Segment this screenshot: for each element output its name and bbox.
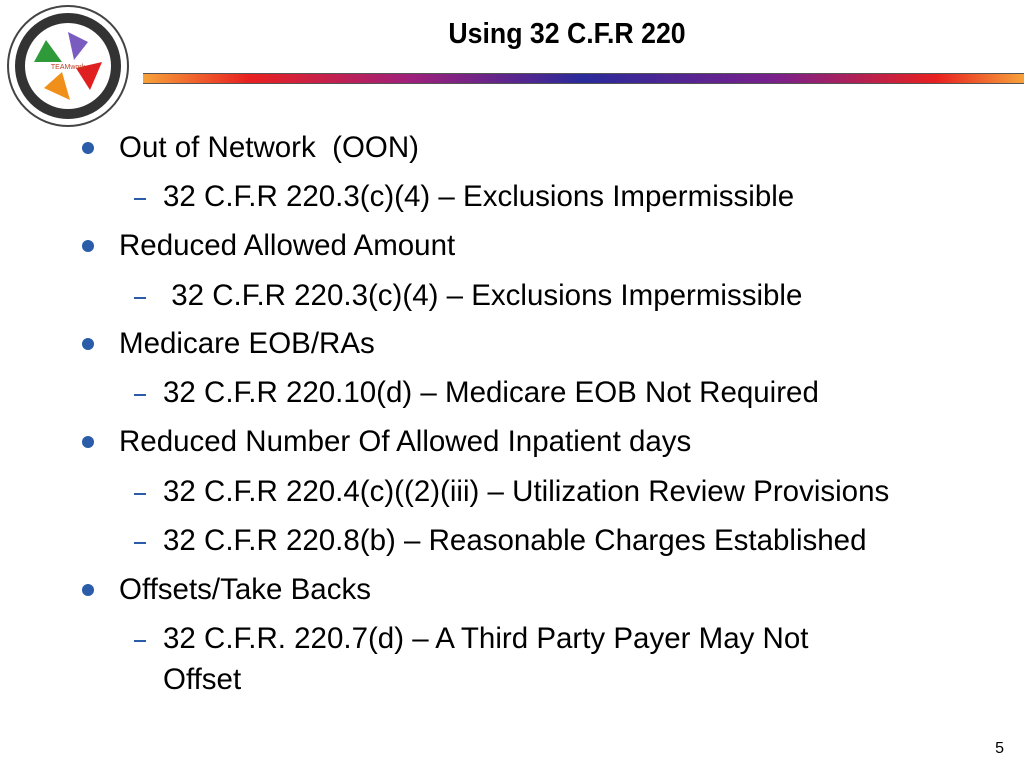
bullet-item: Offsets/Take Backs (119, 573, 371, 606)
bullet-icon (82, 584, 94, 596)
sub-bullet-item: Offset (163, 663, 242, 696)
dash-bullet-icon (134, 198, 146, 200)
bullet-item: Reduced Allowed Amount (119, 229, 456, 262)
conference-logo: TEAMwork (7, 5, 129, 127)
sub-bullet-item: 32 C.F.R. 220.7(d) – A Third Party Payer… (163, 622, 809, 655)
bullet-item: Out of Network (OON) (119, 131, 419, 164)
bullet-item: Medicare EOB/RAs (119, 327, 375, 360)
dash-bullet-icon (134, 542, 146, 544)
title-divider-bar (143, 73, 1024, 84)
dash-bullet-icon (134, 493, 146, 495)
sub-bullet-item: 32 C.F.R 220.10(d) – Medicare EOB Not Re… (163, 376, 819, 409)
bullet-item: Reduced Number Of Allowed Inpatient days (119, 425, 692, 458)
slide-title: Using 32 C.F.R 220 (448, 18, 686, 50)
bullet-icon (82, 338, 94, 350)
dash-bullet-icon (134, 640, 146, 642)
svg-text:TEAMwork: TEAMwork (51, 64, 86, 71)
bullet-icon (82, 142, 94, 154)
sub-bullet-item: 32 C.F.R 220.4(c)((2)(iii) – Utilization… (163, 475, 890, 508)
dash-bullet-icon (134, 297, 146, 299)
dash-bullet-icon (134, 394, 146, 396)
sub-bullet-item: 32 C.F.R 220.3(c)(4) – Exclusions Imperm… (163, 180, 795, 213)
sub-bullet-item: 32 C.F.R 220.8(b) – Reasonable Charges E… (163, 524, 867, 557)
sub-bullet-item: 32 C.F.R 220.3(c)(4) – Exclusions Imperm… (163, 279, 803, 312)
bullet-icon (82, 436, 94, 448)
bullet-icon (82, 240, 94, 252)
page-number: 5 (995, 740, 1004, 757)
